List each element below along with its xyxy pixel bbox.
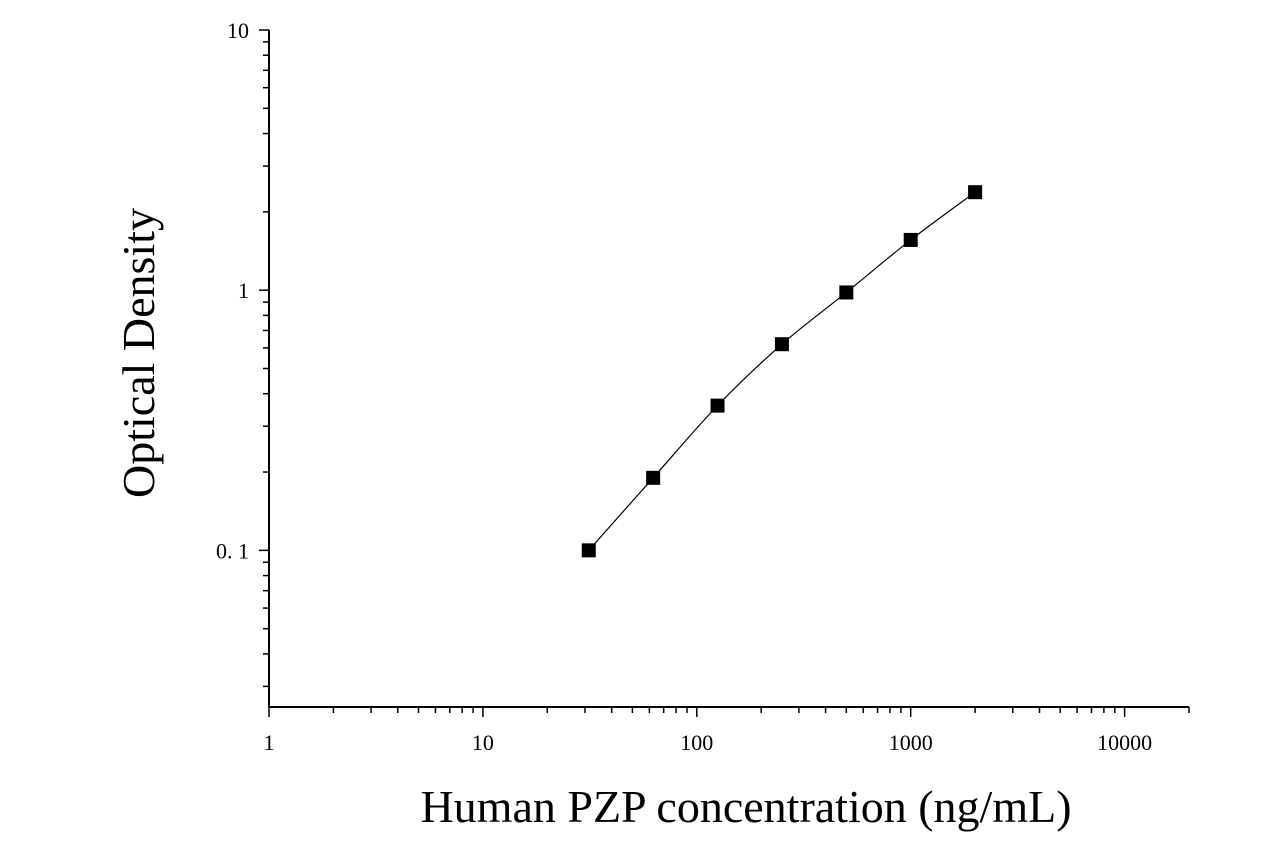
y-axis-title: Optical Density [113, 208, 164, 498]
x-tick-label: 10000 [1097, 730, 1152, 755]
data-point [581, 543, 596, 558]
y-tick-label: 10 [227, 18, 249, 43]
y-tick-label: 0. 1 [216, 538, 249, 563]
data-points [581, 185, 983, 558]
x-tick-label: 1000 [889, 730, 933, 755]
tick-labels: 1 10 100 1000 10000 0. 1 1 10 [216, 18, 1152, 755]
x-tick-label: 10 [472, 730, 494, 755]
data-point [903, 232, 918, 247]
x-tick-label: 1 [264, 730, 275, 755]
axes [268, 30, 1189, 708]
data-point [646, 470, 661, 485]
ticks [259, 29, 1190, 717]
x-tick-label: 100 [680, 730, 713, 755]
data-point [710, 398, 725, 413]
data-point [839, 285, 854, 300]
y-tick-label: 1 [238, 278, 249, 303]
x-axis-title: Human PZP concentration (ng/mL) [420, 781, 1071, 832]
data-point [968, 185, 983, 200]
data-point [774, 337, 789, 352]
